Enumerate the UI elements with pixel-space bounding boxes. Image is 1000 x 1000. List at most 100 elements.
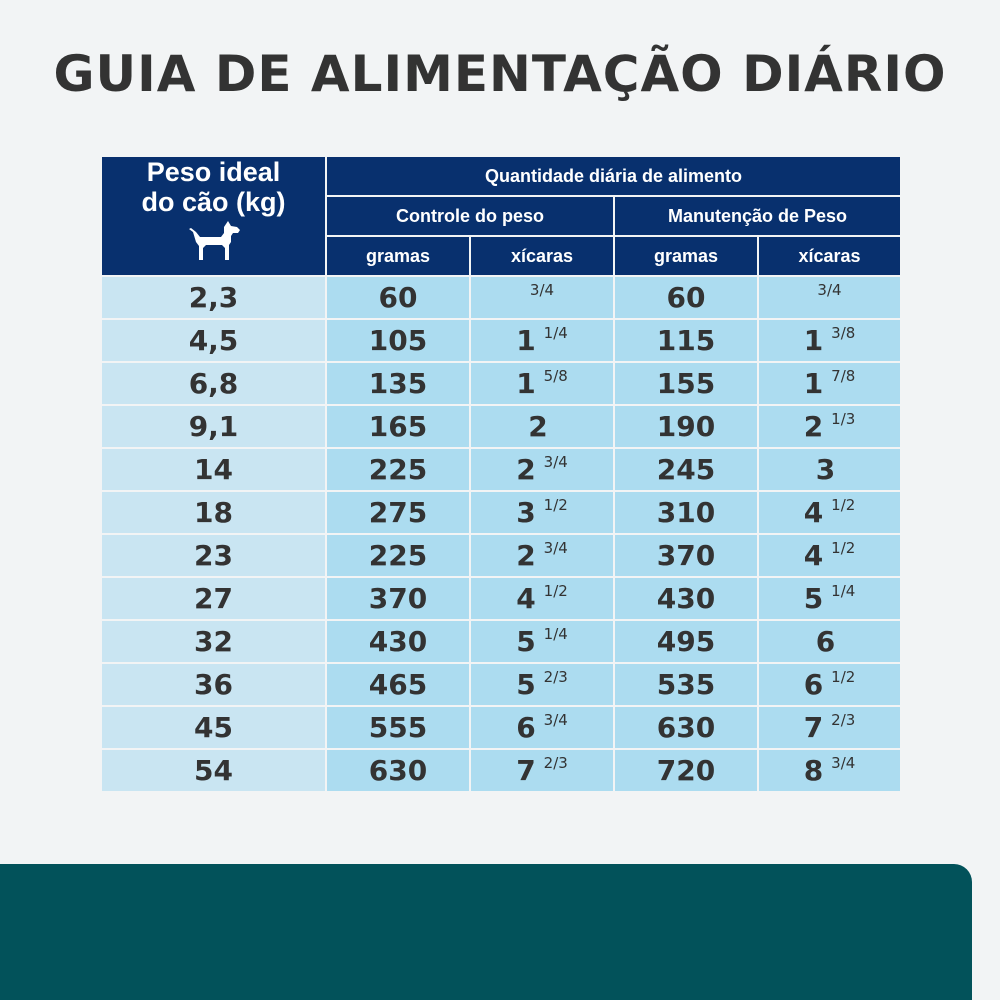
header-control-cups: xícaras xyxy=(469,235,615,277)
maint-cups-fraction: 7/8 xyxy=(831,367,856,385)
table-row: 18 275 3 1/2 310 4 1/2 xyxy=(100,490,902,535)
maint-grams-cell: 245 xyxy=(613,447,759,492)
control-cups-fraction: 5/8 xyxy=(543,367,568,385)
maint-cups-cell: 1 7/8 xyxy=(757,361,902,406)
control-grams-cell: 135 xyxy=(325,361,471,406)
control-cups-fraction: 1/2 xyxy=(543,582,568,600)
control-cups-whole: 7 xyxy=(516,754,536,787)
maint-grams-cell: 430 xyxy=(613,576,759,621)
control-cups-whole: 3 xyxy=(516,496,536,529)
control-cups-whole: 2 xyxy=(528,410,548,443)
header-maint-grams: gramas xyxy=(613,235,759,277)
table-row: 27 370 4 1/2 430 5 1/4 xyxy=(100,576,902,621)
control-grams-cell: 430 xyxy=(325,619,471,664)
weight-cell: 27 xyxy=(100,576,327,621)
control-cups-fraction: 2/3 xyxy=(543,754,568,772)
control-cups-fraction: 3/4 xyxy=(529,281,555,299)
control-grams-cell: 105 xyxy=(325,318,471,363)
maint-grams-cell: 190 xyxy=(613,404,759,449)
maint-cups-whole: 4 xyxy=(803,496,824,529)
table-row: 32 430 5 1/4 495 6 xyxy=(100,619,902,664)
weight-cell: 4,5 xyxy=(100,318,327,363)
control-cups-cell: 4 1/2 xyxy=(469,576,615,621)
maint-cups-cell: 7 2/3 xyxy=(757,705,902,750)
table-row: 45 555 6 3/4 630 7 2/3 xyxy=(100,705,902,750)
control-cups-cell: 3/4 xyxy=(469,275,615,320)
maint-grams-cell: 535 xyxy=(613,662,759,707)
maint-cups-whole: 1 xyxy=(803,367,824,400)
control-grams-cell: 465 xyxy=(325,662,471,707)
control-cups-cell: 5 2/3 xyxy=(469,662,615,707)
maint-cups-cell: 2 1/3 xyxy=(757,404,902,449)
maint-cups-whole: 6 xyxy=(803,668,824,701)
maint-grams-cell: 495 xyxy=(613,619,759,664)
maint-grams-cell: 310 xyxy=(613,490,759,535)
maint-cups-cell: 5 1/4 xyxy=(757,576,902,621)
control-grams-cell: 225 xyxy=(325,447,471,492)
maint-grams-cell: 60 xyxy=(613,275,759,320)
control-grams-cell: 275 xyxy=(325,490,471,535)
maint-cups-fraction: 3/4 xyxy=(817,281,842,299)
maint-grams-cell: 115 xyxy=(613,318,759,363)
control-cups-fraction: 3/4 xyxy=(543,453,568,471)
weight-cell: 18 xyxy=(100,490,327,535)
maint-cups-fraction: 1/2 xyxy=(831,668,856,686)
weight-cell: 14 xyxy=(100,447,327,492)
control-cups-cell: 1 1/4 xyxy=(469,318,615,363)
header-weight-control: Controle do peso xyxy=(325,195,615,237)
table-row: 23 225 2 3/4 370 4 1/2 xyxy=(100,533,902,578)
header-daily-amount: Quantidade diária de alimento xyxy=(325,155,902,197)
maint-grams-cell: 155 xyxy=(613,361,759,406)
maint-cups-cell: 3 xyxy=(757,447,902,492)
control-cups-fraction: 1/2 xyxy=(543,496,568,514)
table-row: 6,8 135 1 5/8 155 1 7/8 xyxy=(100,361,902,406)
table-row: 14 225 2 3/4 245 3 xyxy=(100,447,902,492)
maint-cups-whole: 7 xyxy=(803,711,824,744)
maint-cups-cell: 4 1/2 xyxy=(757,533,902,578)
control-grams-cell: 555 xyxy=(325,705,471,750)
control-cups-cell: 3 1/2 xyxy=(469,490,615,535)
control-cups-fraction: 2/3 xyxy=(543,668,568,686)
maint-cups-whole: 8 xyxy=(803,754,824,787)
header-weight-maintenance: Manutenção de Peso xyxy=(613,195,902,237)
maint-cups-cell: 6 1/2 xyxy=(757,662,902,707)
maint-grams-cell: 720 xyxy=(613,748,759,793)
maint-cups-cell: 1 3/8 xyxy=(757,318,902,363)
table-row: 36 465 5 2/3 535 6 1/2 xyxy=(100,662,902,707)
maint-cups-whole: 1 xyxy=(803,324,824,357)
maint-cups-whole: 5 xyxy=(803,582,824,615)
maint-cups-cell: 4 1/2 xyxy=(757,490,902,535)
table-row: 2,3 60 3/4 60 3/4 xyxy=(100,275,902,320)
weight-cell: 2,3 xyxy=(100,275,327,320)
maint-cups-fraction: 1/3 xyxy=(831,410,856,428)
header-ideal-weight: Peso ideal do cão (kg) xyxy=(100,155,327,277)
control-cups-whole: 5 xyxy=(516,668,536,701)
control-cups-cell: 6 3/4 xyxy=(469,705,615,750)
maint-cups-whole: 3 xyxy=(815,453,836,486)
maint-cups-whole: 6 xyxy=(815,625,836,658)
weight-cell: 23 xyxy=(100,533,327,578)
header-control-grams: gramas xyxy=(325,235,471,277)
maint-grams-cell: 370 xyxy=(613,533,759,578)
control-cups-whole: 2 xyxy=(516,453,536,486)
page-title: GUIA DE ALIMENTAÇÃO DIÁRIO xyxy=(53,45,947,103)
weight-cell: 54 xyxy=(100,748,327,793)
control-cups-fraction: 1/4 xyxy=(543,625,568,643)
control-grams-cell: 165 xyxy=(325,404,471,449)
weight-cell: 32 xyxy=(100,619,327,664)
maint-cups-cell: 3/4 xyxy=(757,275,902,320)
control-cups-fraction: 3/4 xyxy=(543,711,568,729)
control-grams-cell: 225 xyxy=(325,533,471,578)
maint-cups-fraction: 1/2 xyxy=(831,539,856,557)
control-cups-cell: 2 3/4 xyxy=(469,533,615,578)
dog-icon xyxy=(188,221,240,260)
control-cups-whole: 2 xyxy=(516,539,536,572)
footer-band xyxy=(0,864,972,1000)
control-cups-cell: 5 1/4 xyxy=(469,619,615,664)
control-cups-fraction: 3/4 xyxy=(543,539,568,557)
table-row: 9,1 165 2 190 2 1/3 xyxy=(100,404,902,449)
header-weight-line1: Peso ideal xyxy=(146,157,281,187)
control-grams-cell: 630 xyxy=(325,748,471,793)
weight-cell: 6,8 xyxy=(100,361,327,406)
maint-cups-fraction: 2/3 xyxy=(831,711,856,729)
